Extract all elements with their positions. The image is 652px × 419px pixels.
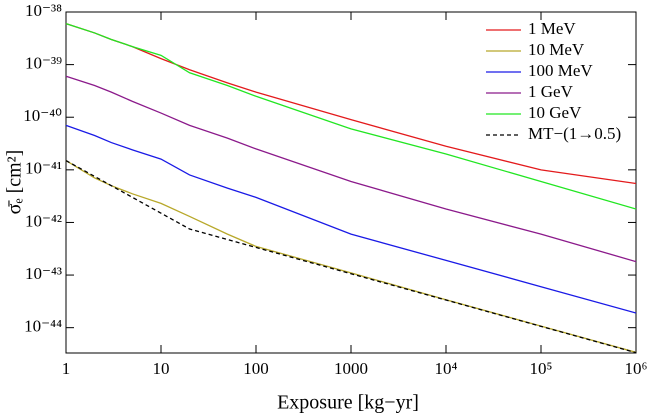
x-tick-label: 1000 [334,359,368,378]
legend-label: 10 GeV [528,103,582,122]
y-tick-label: 10⁻⁴⁴ [24,317,62,336]
x-tick-label: 10⁵ [530,359,553,378]
x-tick-label: 10 [153,359,170,378]
y-tick-label: 10⁻⁴⁰ [23,106,62,125]
series-line [65,160,637,354]
y-tick-label: 10⁻³⁸ [25,1,62,20]
y-axis-label: σ̄ₑ [cm²] [4,150,26,215]
x-tick-label: 10⁴ [435,359,458,378]
x-tick-label: 100 [243,359,269,378]
x-tick-label: 10⁶ [625,359,648,378]
x-axis-label: Exposure [kg−yr] [277,392,419,414]
y-tick-label: 10⁻⁴¹ [25,159,62,178]
y-tick-label: 10⁻⁴² [25,211,62,230]
series-line [65,75,637,263]
legend-label: 1 GeV [528,82,574,101]
series-line [65,23,637,210]
legend-label: MT−(1→0.5) [528,124,621,143]
legend-label: 100 MeV [528,61,593,80]
series-line [65,160,637,353]
series-line [65,124,637,314]
x-tick-label: 1 [62,359,71,378]
y-tick-label: 10⁻⁴³ [25,264,62,283]
legend-label: 10 MeV [528,40,585,59]
legend-label: 1 MeV [528,19,576,38]
y-tick-label: 10⁻³⁹ [25,54,62,73]
